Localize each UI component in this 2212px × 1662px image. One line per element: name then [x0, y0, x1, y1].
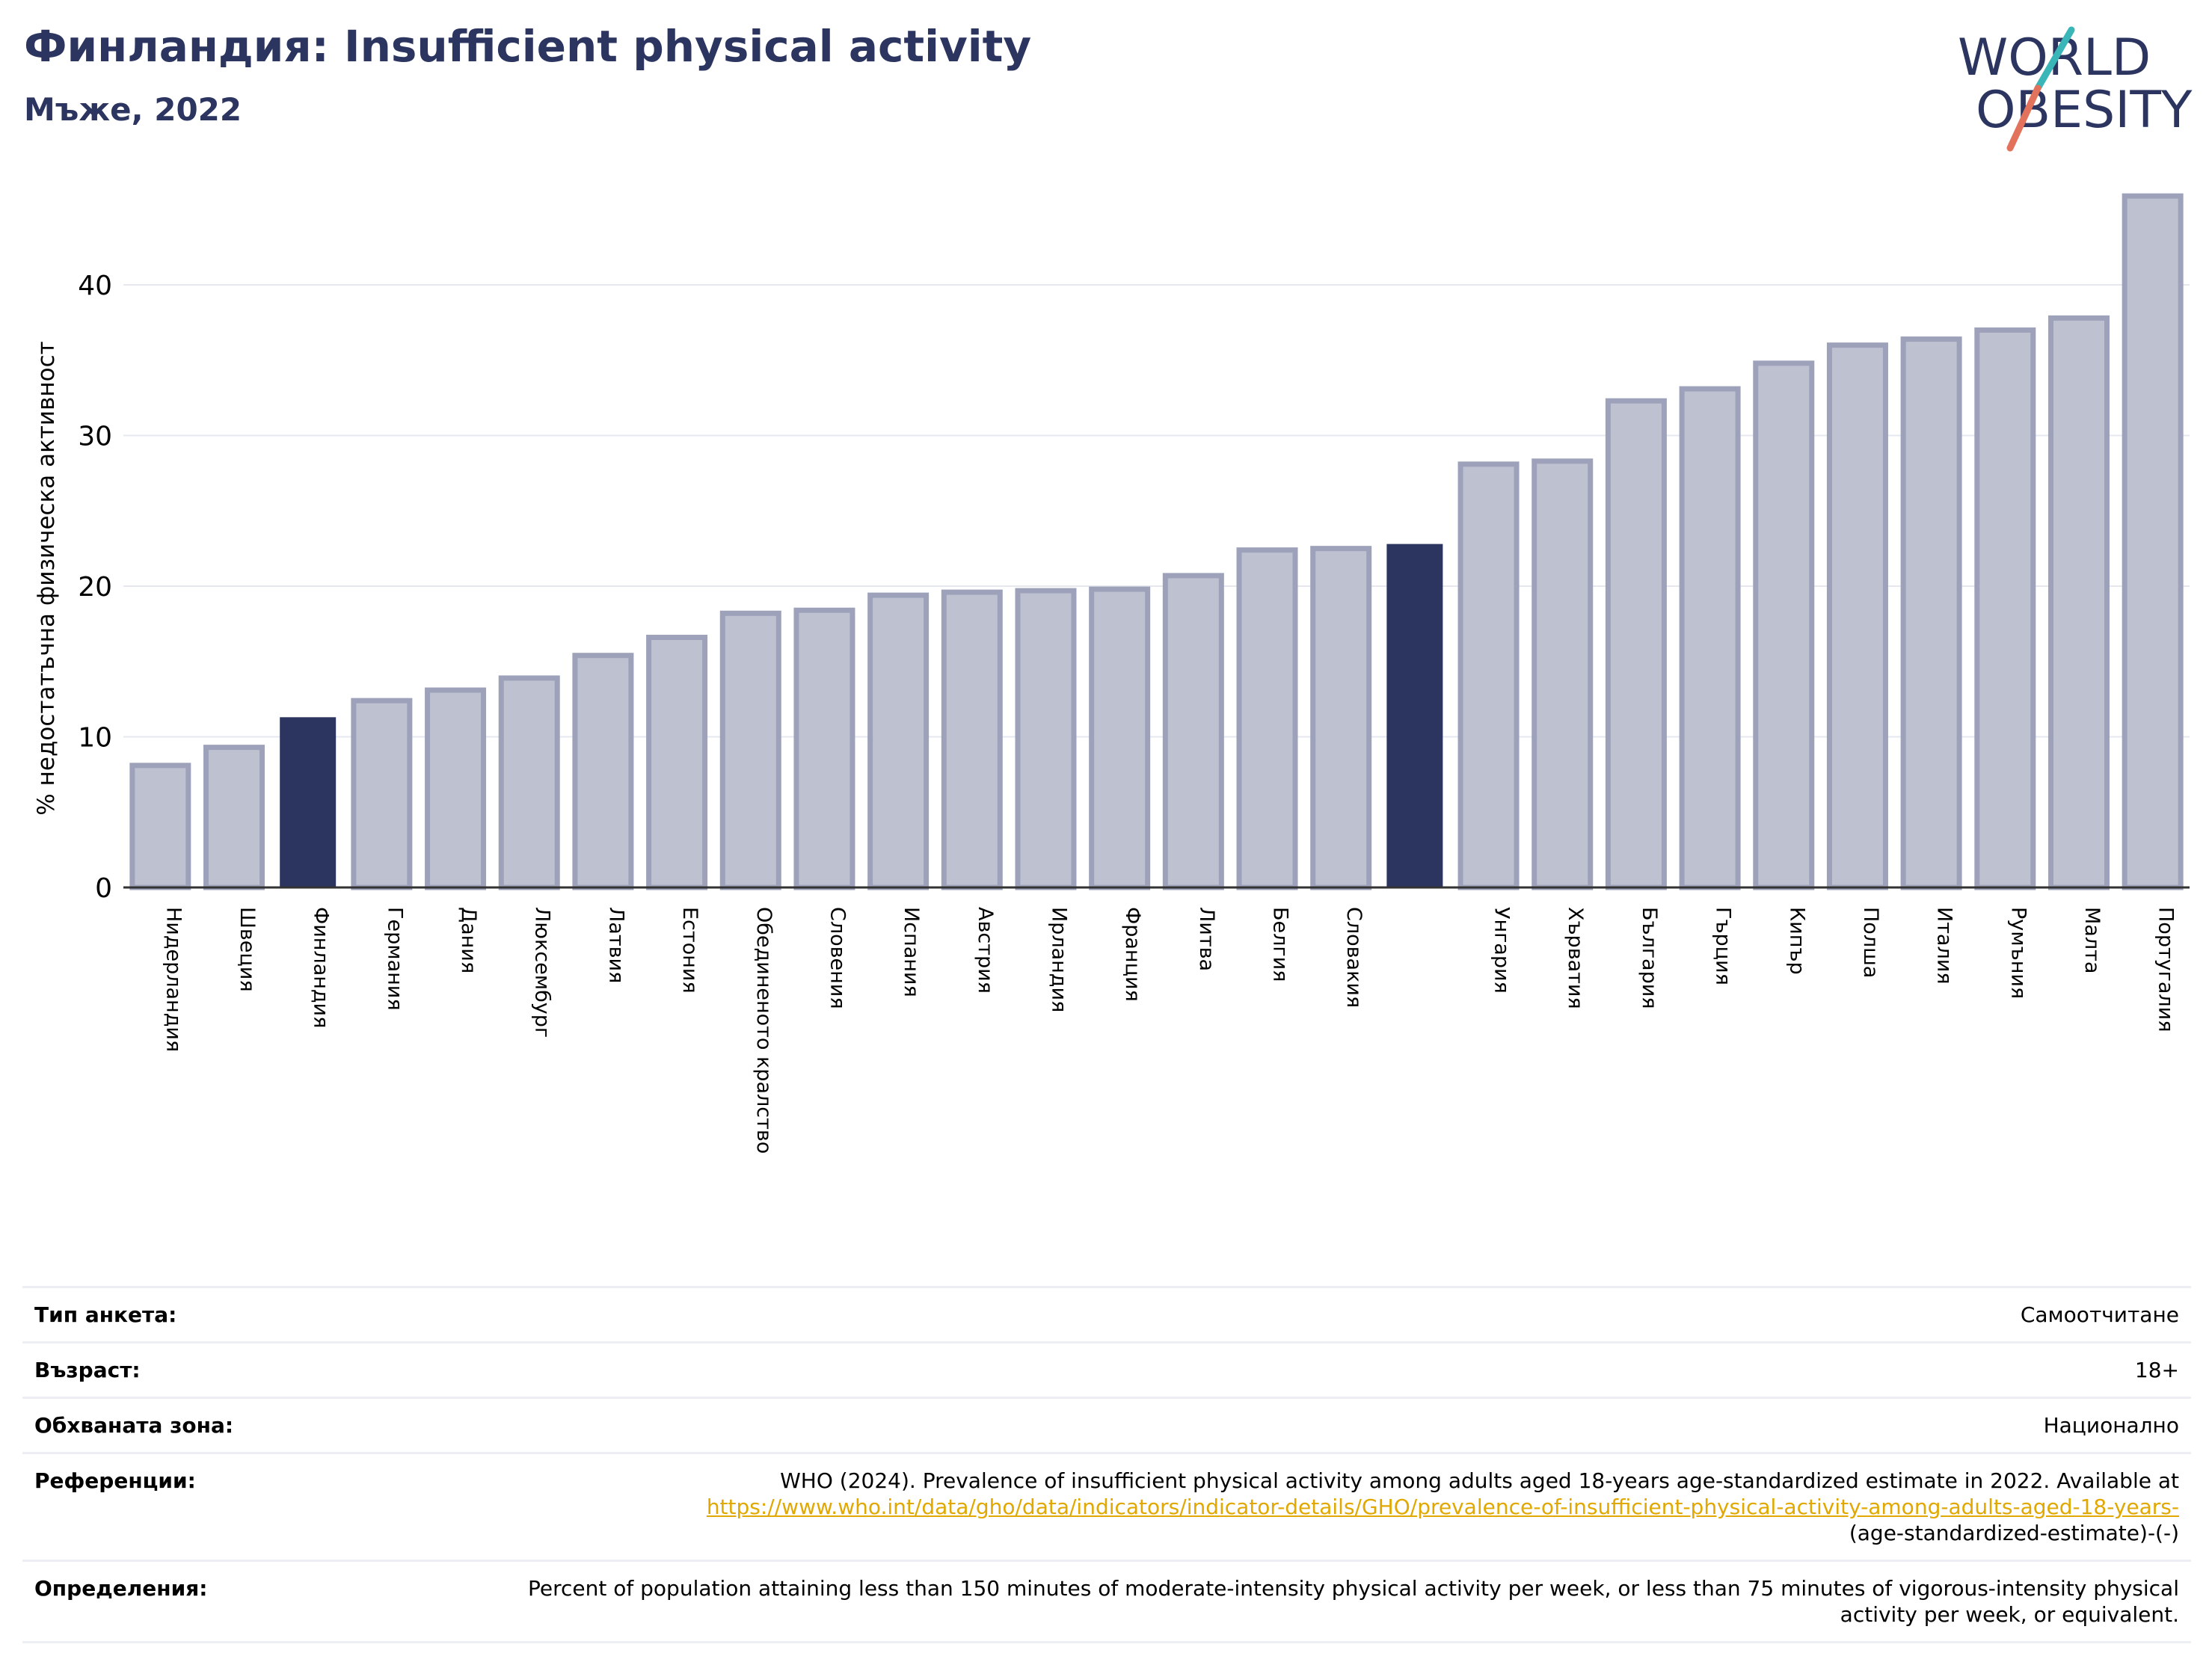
info-row-age: Възраст: 18+ — [22, 1341, 2191, 1398]
bar — [646, 635, 708, 890]
x-tick-label: Франция — [1121, 907, 1144, 1002]
bar — [941, 589, 1003, 890]
info-value: Percent of population attaining less tha… — [435, 1560, 2191, 1643]
x-tick-label: Хърватия — [1564, 907, 1587, 1009]
x-tick-label: Кипър — [1785, 907, 1808, 975]
bar — [1236, 547, 1298, 890]
info-key: Тип анкета: — [22, 1286, 435, 1343]
bar — [1089, 586, 1151, 890]
y-tick-label: 10 — [78, 723, 112, 754]
y-axis-title: % недостатъчна физическа активност — [33, 341, 60, 815]
bar — [867, 592, 930, 890]
bar — [1826, 342, 1888, 890]
bar — [1974, 327, 2036, 890]
bar — [1310, 546, 1372, 890]
world-obesity-logo: WORLD OBESITY — [1958, 26, 2193, 152]
y-tick-label: 20 — [78, 572, 112, 603]
bar — [1679, 386, 1741, 890]
reference-link[interactable]: https://www.who.int/data/gho/data/indica… — [706, 1495, 2179, 1519]
info-value: 18+ — [435, 1341, 2191, 1398]
bar — [1531, 458, 1594, 890]
bar — [1015, 588, 1077, 890]
bar — [719, 610, 781, 890]
x-tick-label: Гърция — [1712, 907, 1735, 985]
reference-text-tail: (age-standardized-estimate)-(-) — [1849, 1521, 2179, 1545]
chart-subtitle: Мъже, 2022 — [24, 91, 242, 128]
bar — [1605, 398, 1667, 890]
x-tick-label: Латвия — [604, 907, 627, 983]
info-value-references: WHO (2024). Prevalence of insufficient p… — [435, 1452, 2191, 1561]
logo-line2: OBESITY — [1976, 81, 2193, 140]
x-tick-label: Унгария — [1490, 907, 1514, 994]
info-key: Обхваната зона: — [22, 1397, 435, 1453]
info-value: Самоотчитане — [435, 1286, 2191, 1343]
bar — [129, 763, 191, 890]
x-tick-label: Ирландия — [1047, 907, 1070, 1012]
info-table: Тип анкета: Самоотчитане Възраст: 18+ Об… — [22, 1286, 2191, 1643]
bar-chart: 0 10 20 30 40 % недостатъчна физическа активн… — [33, 193, 2190, 1154]
x-tick-label: Германия — [383, 907, 406, 1011]
x-tick-label: Португалия — [2154, 907, 2178, 1032]
x-tick-label: Обединеното кралство — [752, 907, 775, 1154]
x-tick-label: Финландия — [310, 907, 333, 1028]
x-tick-label: Люксембург — [531, 907, 554, 1038]
info-row-survey-type: Тип анкета: Самоотчитане — [22, 1286, 2191, 1343]
x-tick-label: Литва — [1195, 907, 1218, 971]
info-value: Национално — [435, 1397, 2191, 1453]
info-row-references: Референции: WHO (2024). Prevalence of in… — [22, 1452, 2191, 1561]
x-tick-label: Румъния — [2006, 907, 2030, 999]
x-tick-label: България — [1638, 907, 1661, 1009]
info-key: Определения: — [22, 1560, 435, 1643]
bar — [203, 745, 265, 890]
x-tick-label: Естония — [678, 907, 701, 994]
x-tick-label: Полша — [1859, 907, 1882, 978]
info-row-definitions: Определения: Percent of population attai… — [22, 1560, 2191, 1643]
bar — [1162, 573, 1224, 890]
y-tick-label: 0 — [95, 873, 112, 904]
reference-text: WHO (2024). Prevalence of insufficient p… — [780, 1468, 2179, 1493]
bar — [2122, 193, 2184, 890]
bar — [425, 687, 487, 890]
x-tick-label: Белгия — [1269, 907, 1292, 982]
y-tick-label: 30 — [78, 422, 112, 452]
info-row-coverage: Обхваната зона: Национално — [22, 1397, 2191, 1453]
x-tick-label: Малта — [2080, 907, 2104, 973]
x-tick-label: Дания — [457, 907, 480, 973]
info-key: Референции: — [22, 1452, 435, 1561]
bar — [2047, 315, 2110, 890]
logo-slash-red — [2006, 84, 2042, 152]
chart-title: Финландия: Insufficient physical activit… — [24, 21, 1032, 72]
bar — [1457, 461, 1520, 890]
x-tick-label: Швеция — [236, 907, 259, 992]
x-tick-label: Испания — [900, 907, 923, 997]
bar — [1753, 360, 1815, 890]
bar — [572, 653, 634, 890]
y-tick-label: 40 — [78, 271, 112, 301]
bar-highlighted — [1386, 544, 1443, 887]
x-tick-label: Австрия — [974, 907, 997, 994]
x-tick-label: Италия — [1933, 907, 1956, 985]
bar-highlighted — [280, 717, 337, 887]
x-tick-label: Нидерландия — [162, 907, 185, 1052]
bar — [793, 607, 855, 890]
x-tick-label: Словакия — [1342, 907, 1365, 1008]
info-key: Възраст: — [22, 1341, 435, 1398]
logo-slash-teal — [2034, 26, 2075, 92]
bar — [1900, 336, 1962, 890]
bar — [498, 675, 560, 890]
bar — [351, 698, 413, 890]
x-tick-label: Словения — [826, 907, 849, 1009]
